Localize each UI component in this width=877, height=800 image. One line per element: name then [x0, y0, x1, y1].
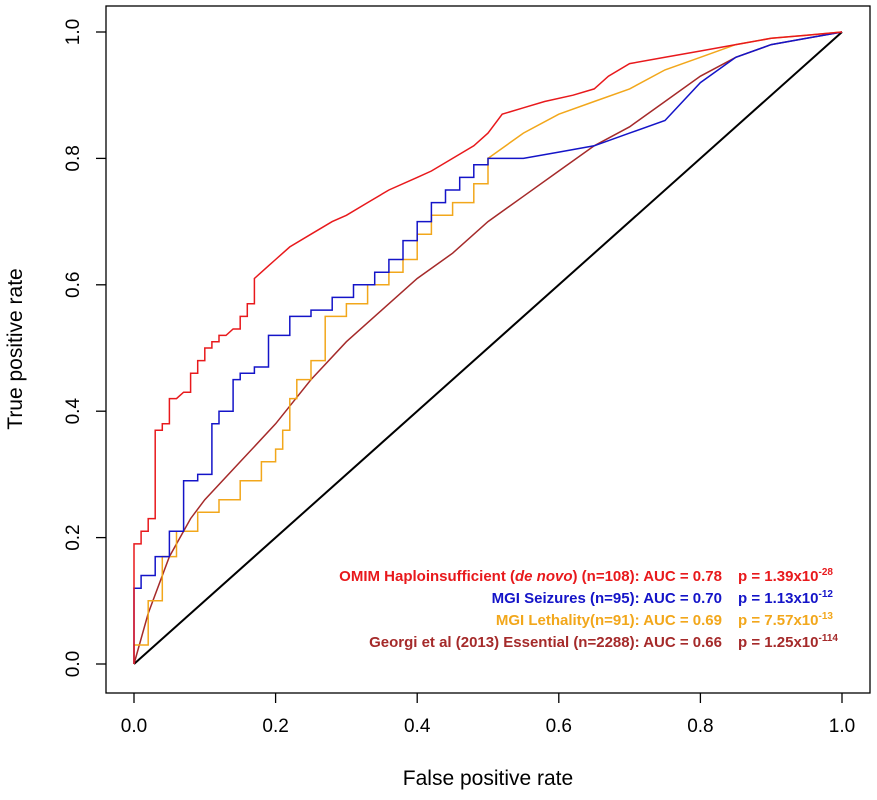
- y-tick-label: 1.0: [63, 19, 84, 45]
- legend-p-value: p = 1.13x10-12: [738, 589, 833, 607]
- y-axis-title: True positive rate: [4, 268, 27, 429]
- legend-p-value: p = 1.39x10-28: [738, 567, 833, 585]
- y-tick-label: 0.6: [63, 272, 84, 298]
- y-tick-label: 0.0: [63, 651, 84, 677]
- x-tick-label: 0.4: [404, 716, 431, 737]
- y-tick-label: 0.8: [63, 145, 84, 171]
- legend-entry: Georgi et al (2013) Essential (n=2288): …: [369, 634, 722, 651]
- legend-p-value: p = 1.25x10-114: [738, 633, 838, 651]
- reference-diagonal-line: [133, 31, 843, 665]
- legend-entry: MGI Lethality(n=91): AUC = 0.69: [496, 612, 722, 629]
- plot-frame: [105, 5, 871, 694]
- x-axis-title: False positive rate: [403, 767, 573, 790]
- series-line-2: [133, 31, 843, 664]
- legend-entry: OMIM Haploinsufficient (de novo) (n=108)…: [339, 568, 722, 585]
- series-line-3: [133, 31, 843, 665]
- axis-ticks: 0.0 0.2 0.4 0.6 0.8 1.0 0.0 0.2 0.4 0.6 0.8 1.0: [63, 19, 855, 737]
- x-tick-label: 0.2: [262, 716, 288, 737]
- series-lines: [133, 31, 843, 665]
- legend-p-value: p = 7.57x10-13: [738, 611, 833, 629]
- x-tick-label: 0.8: [687, 716, 713, 737]
- y-tick-label: 0.2: [63, 524, 84, 550]
- x-tick-label: 0.0: [121, 716, 147, 737]
- legend-entry: MGI Seizures (n=95): AUC = 0.70: [492, 590, 722, 607]
- x-tick-label: 0.6: [546, 716, 572, 737]
- y-tick-label: 0.4: [63, 398, 84, 425]
- legend: OMIM Haploinsufficient (de novo) (n=108)…: [339, 567, 838, 651]
- series-line-0: [133, 31, 843, 664]
- series-line-1: [133, 31, 843, 664]
- x-tick-label: 1.0: [829, 716, 855, 737]
